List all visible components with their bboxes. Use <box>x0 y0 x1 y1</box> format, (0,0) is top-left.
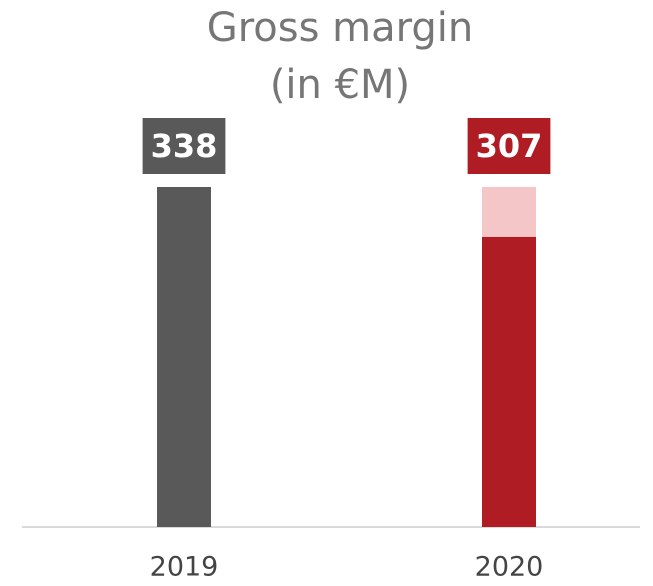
bar <box>482 236 536 527</box>
x-tick-label: 2020 <box>475 552 544 583</box>
value-label: 307 <box>476 127 543 165</box>
value-label-box <box>467 118 551 174</box>
value-label: 338 <box>151 127 218 165</box>
gap-bar <box>482 187 536 237</box>
chart-subtitle: (in €M) <box>270 62 410 108</box>
bar <box>157 187 211 527</box>
chart-title: Gross margin <box>207 5 474 51</box>
value-label-box <box>142 118 226 174</box>
x-tick-label: 2019 <box>150 552 219 583</box>
